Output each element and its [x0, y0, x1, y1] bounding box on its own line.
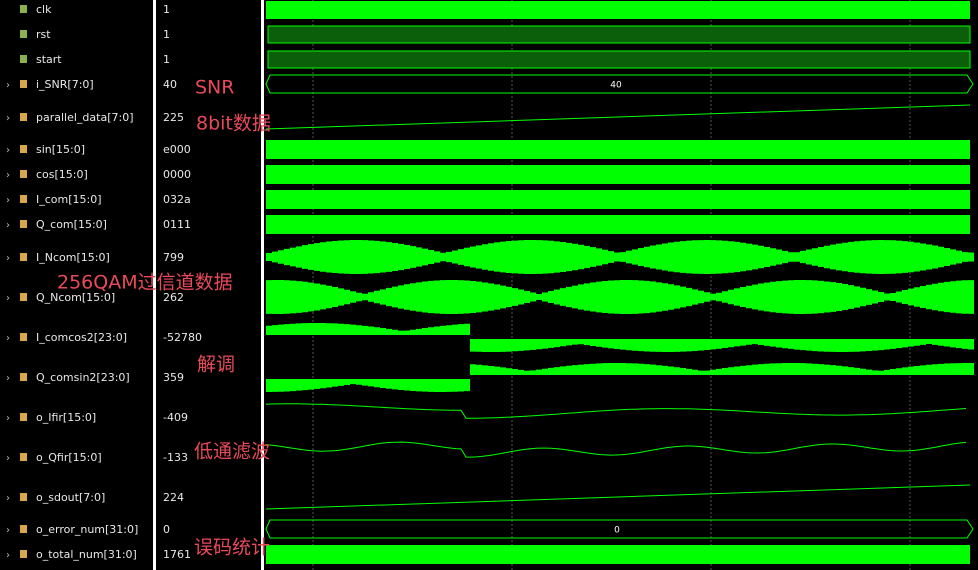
- signal-name[interactable]: I_comcos2[23:0]: [36, 331, 127, 344]
- signal-value: 1: [163, 53, 170, 66]
- expand-arrow[interactable]: ›: [6, 170, 10, 181]
- signal-value: 40: [163, 78, 177, 91]
- signal-value: 1: [163, 28, 170, 41]
- signal-icon: [20, 5, 27, 13]
- signal-icon: [20, 293, 27, 301]
- waveform: [266, 323, 974, 352]
- signal-value: 0111: [163, 218, 191, 231]
- signal-value: 1761: [163, 548, 191, 561]
- signal-value: 0000: [163, 168, 191, 181]
- waveform: [266, 545, 970, 564]
- expand-arrow[interactable]: ›: [6, 373, 10, 384]
- signal-icon: [20, 333, 27, 341]
- signal-value: e000: [163, 143, 191, 156]
- signal-value: -409: [163, 411, 188, 424]
- annotation: 低通滤波: [194, 441, 270, 463]
- expand-arrow[interactable]: ›: [6, 220, 10, 231]
- bus-label: 40: [610, 81, 622, 91]
- signal-name[interactable]: o_Ifir[15:0]: [36, 411, 96, 424]
- signal-icon: [20, 253, 27, 261]
- signal-name[interactable]: parallel_data[7:0]: [36, 111, 134, 124]
- expand-arrow[interactable]: ›: [6, 453, 10, 464]
- expand-arrow[interactable]: ›: [6, 80, 10, 91]
- signal-name[interactable]: I_Ncom[15:0]: [36, 251, 110, 264]
- expand-arrow[interactable]: ›: [6, 145, 10, 156]
- signal-value: 224: [163, 491, 184, 504]
- signal-name[interactable]: rst: [36, 28, 51, 41]
- signal-icon: [20, 55, 27, 63]
- signal-icon: [20, 373, 27, 381]
- waveform: [265, 74, 974, 94]
- waveform: [265, 519, 974, 539]
- expand-arrow[interactable]: ›: [6, 413, 10, 424]
- signal-icon: [20, 550, 27, 558]
- waveform: [265, 441, 967, 458]
- signal-value: -52780: [163, 331, 202, 344]
- expand-arrow[interactable]: ›: [6, 253, 10, 264]
- signal-name[interactable]: cos[15:0]: [36, 168, 88, 181]
- signal-icon: [20, 170, 27, 178]
- bus-label: 0: [614, 526, 620, 536]
- signal-name[interactable]: sin[15:0]: [36, 143, 85, 156]
- waveform: [266, 190, 970, 209]
- waveform: [266, 363, 974, 392]
- signal-value: 359: [163, 371, 184, 384]
- signal-value: 225: [163, 111, 184, 124]
- signal-name[interactable]: Q_comsin2[23:0]: [36, 371, 130, 384]
- expand-arrow[interactable]: ›: [6, 293, 10, 304]
- expand-arrow[interactable]: ›: [6, 195, 10, 206]
- waveform: [265, 403, 967, 419]
- signal-name[interactable]: Q_com[15:0]: [36, 218, 107, 231]
- waveform: [266, 240, 974, 274]
- signal-value: 1: [163, 3, 170, 16]
- annotation: SNR: [195, 77, 234, 99]
- signal-name[interactable]: clk: [36, 3, 52, 16]
- signal-icon: [20, 80, 27, 88]
- waveform: [265, 104, 971, 130]
- waveform: [266, 215, 970, 234]
- signal-value: 0: [163, 523, 170, 536]
- signal-name[interactable]: o_total_num[31:0]: [36, 548, 137, 561]
- signal-value: 032a: [163, 193, 191, 206]
- waveform: [266, 280, 974, 314]
- annotation: 解调: [197, 354, 235, 376]
- signal-name[interactable]: I_com[15:0]: [36, 193, 102, 206]
- signal-icon: [20, 145, 27, 153]
- signal-name[interactable]: i_SNR[7:0]: [36, 78, 94, 91]
- annotation: 8bit数据: [196, 113, 271, 135]
- signal-name[interactable]: start: [36, 53, 62, 66]
- waveform: [265, 484, 971, 510]
- expand-arrow[interactable]: ›: [6, 333, 10, 344]
- signal-icon: [20, 453, 27, 461]
- expand-arrow[interactable]: ›: [6, 493, 10, 504]
- signal-value: -133: [163, 451, 188, 464]
- expand-arrow[interactable]: ›: [6, 550, 10, 561]
- expand-arrow[interactable]: ›: [6, 525, 10, 536]
- annotation: 误码统计: [194, 537, 270, 559]
- waveform: [266, 140, 970, 159]
- signal-icon: [20, 220, 27, 228]
- annotation: 256QAM过信道数据: [57, 272, 233, 294]
- waveform: [266, 165, 970, 184]
- waveform: [267, 25, 971, 44]
- signal-icon: [20, 195, 27, 203]
- signal-icon: [20, 493, 27, 501]
- signal-name[interactable]: o_error_num[31:0]: [36, 523, 138, 536]
- waveform: [266, 1, 970, 19]
- signal-name[interactable]: Q_Ncom[15:0]: [36, 291, 115, 304]
- expand-arrow[interactable]: ›: [6, 113, 10, 124]
- signal-value: 262: [163, 291, 184, 304]
- signal-icon: [20, 525, 27, 533]
- signal-name[interactable]: o_Qfir[15:0]: [36, 451, 102, 464]
- signal-icon: [20, 113, 27, 121]
- signal-icon: [20, 413, 27, 421]
- signal-icon: [20, 30, 27, 38]
- waveform: [267, 50, 971, 69]
- signal-name[interactable]: o_sdout[7:0]: [36, 491, 105, 504]
- divider: [261, 0, 264, 570]
- divider: [153, 0, 156, 570]
- signal-value: 799: [163, 251, 184, 264]
